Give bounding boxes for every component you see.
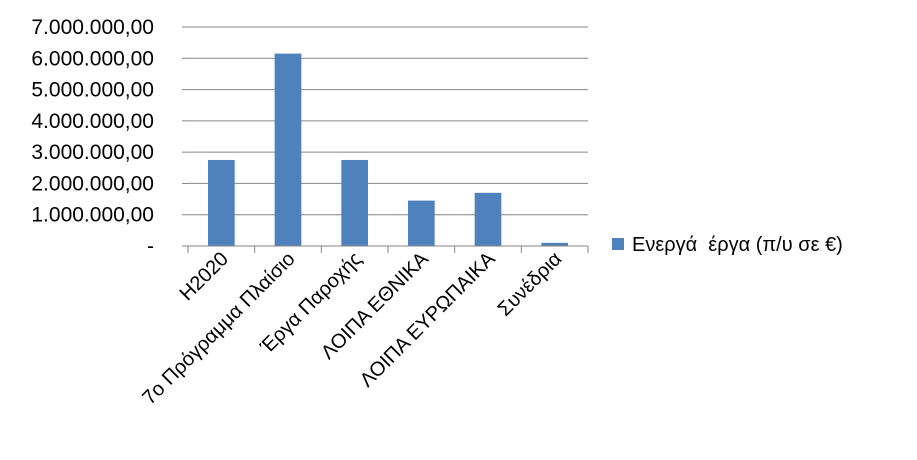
bars <box>208 53 568 246</box>
bar <box>208 159 235 246</box>
legend-swatch <box>612 238 624 250</box>
legend-label: Ενεργά έργα (π/υ σε €) <box>632 234 843 256</box>
bar <box>341 159 368 246</box>
y-tick-label: 5.000.000,00 <box>31 79 154 102</box>
bar <box>541 242 568 246</box>
bar <box>474 192 502 246</box>
y-tick-label: - <box>147 235 154 258</box>
legend: Ενεργά έργα (π/υ σε €) <box>612 234 843 256</box>
y-tick-label: 7.000.000,00 <box>31 16 154 39</box>
gridlines <box>182 26 588 247</box>
bar <box>274 53 302 246</box>
y-axis-labels: - 1.000.000,00 2.000.000,00 3.000.000,00 4.0… <box>31 16 154 258</box>
x-tick-label: H2020 <box>176 248 233 305</box>
x-axis <box>187 245 589 253</box>
y-tick-label: 4.000.000,00 <box>31 110 154 133</box>
y-tick-label: 6.000.000,00 <box>31 47 154 70</box>
y-tick-label: 1.000.000,00 <box>31 204 154 227</box>
y-tick-label: 3.000.000,00 <box>31 141 154 164</box>
y-tick-label: 2.000.000,00 <box>31 172 154 195</box>
x-tick-label: ΛΟΙΠΑ ΕΥΡΩΠΑΙΚΑ <box>356 248 500 392</box>
x-tick-label: Συνέδρια <box>494 248 567 321</box>
bar <box>408 200 435 246</box>
